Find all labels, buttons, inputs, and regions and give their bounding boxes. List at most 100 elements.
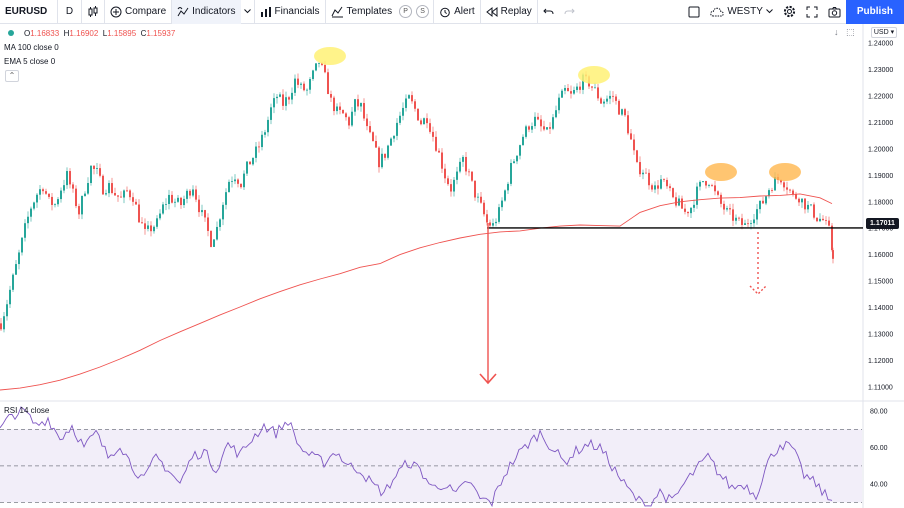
- publish-p-button[interactable]: P: [397, 0, 414, 24]
- price-tick-label: 1.18000: [868, 199, 893, 206]
- undo-button[interactable]: [538, 0, 559, 24]
- candle-body: [789, 189, 791, 191]
- candle-body: [348, 117, 350, 126]
- candle-body: [456, 171, 458, 180]
- ema-legend[interactable]: EMA 5 close 0: [4, 57, 56, 66]
- candle-body: [315, 63, 317, 71]
- candle-body: [261, 134, 263, 148]
- collapse-legend-button[interactable]: ⌃: [5, 70, 19, 82]
- publish-s-button[interactable]: S: [414, 0, 435, 24]
- cloud-layout-button[interactable]: WESTY: [705, 0, 778, 24]
- candle-body: [420, 120, 422, 125]
- candle-body: [93, 165, 95, 169]
- price-axis-ticks: 1.24000 1.23000 1.22000 1.21000 1.20000 1.190…: [868, 41, 893, 392]
- candle-body: [621, 109, 623, 115]
- candle-body: [342, 109, 344, 114]
- price-tick-label: 1.13000: [868, 331, 893, 338]
- candle-body: [327, 72, 329, 95]
- candle-body: [333, 97, 335, 112]
- interval-button[interactable]: D: [58, 0, 82, 24]
- candle-body: [414, 101, 416, 109]
- candle-body: [828, 220, 830, 226]
- layout-square-icon: [688, 6, 700, 18]
- chevron-down-icon: [766, 9, 773, 14]
- price-tick-label: 1.17000: [868, 226, 893, 233]
- candle-body: [831, 225, 833, 251]
- candle-body: [267, 119, 269, 133]
- candle-body: [48, 193, 50, 197]
- candle-body: [228, 181, 230, 193]
- candle-body: [423, 118, 425, 125]
- chevron-down-icon: [243, 9, 251, 14]
- layout-select-button[interactable]: [683, 0, 705, 24]
- candle-body: [759, 200, 761, 210]
- candle-body: [762, 200, 764, 204]
- candle-body: [270, 107, 272, 120]
- gear-icon: [783, 5, 796, 18]
- publish-button[interactable]: Publish: [845, 0, 904, 24]
- templates-button[interactable]: Templates: [326, 0, 398, 24]
- candle-body: [42, 189, 44, 192]
- candle-body: [483, 202, 485, 215]
- candle-body: [381, 153, 383, 168]
- candle-body: [702, 181, 704, 182]
- candle-body: [297, 78, 299, 85]
- candle-body: [792, 190, 794, 195]
- settings-button[interactable]: [778, 0, 801, 24]
- alert-button[interactable]: Alert: [434, 0, 481, 24]
- candle-body: [645, 172, 647, 174]
- candle-body: [72, 184, 74, 189]
- candle-body: [624, 109, 626, 116]
- target-arrow-head: [479, 373, 497, 385]
- financials-button[interactable]: Financials: [255, 0, 326, 24]
- redo-button[interactable]: [559, 0, 580, 24]
- indicators-dropdown[interactable]: [241, 0, 255, 24]
- candle-body: [615, 96, 617, 101]
- maximize-pane-icon[interactable]: ⬚: [846, 27, 855, 37]
- candle-body: [540, 119, 542, 127]
- candle-body: [810, 204, 812, 206]
- candle-body: [246, 161, 248, 174]
- candle-body: [165, 204, 167, 205]
- rsi-legend[interactable]: RSI 14 close: [4, 406, 50, 415]
- candle-body: [654, 185, 656, 190]
- candle-body: [303, 83, 305, 91]
- candle-body: [258, 146, 260, 148]
- candle-body: [501, 200, 503, 208]
- snapshot-button[interactable]: [823, 0, 846, 24]
- chart-type-button[interactable]: [82, 0, 105, 24]
- candle-body: [807, 204, 809, 210]
- indicators-button[interactable]: Indicators: [172, 0, 241, 24]
- candle-body: [189, 190, 191, 196]
- candle-body: [597, 87, 599, 99]
- candle-body: [609, 95, 611, 99]
- candle-body: [681, 198, 683, 209]
- alarm-clock-icon: [439, 6, 451, 18]
- candle-body: [579, 86, 581, 90]
- symbol-search-button[interactable]: EURUSD: [0, 0, 58, 24]
- candle-body: [273, 98, 275, 108]
- compare-button[interactable]: Compare: [105, 0, 173, 24]
- currency-selector[interactable]: USD ▾: [871, 27, 897, 38]
- candle-body: [498, 207, 500, 222]
- candle-body: [9, 289, 11, 305]
- candle-body: [387, 145, 389, 158]
- candle-body: [366, 118, 368, 127]
- candle-body: [720, 194, 722, 204]
- rsi-tick-label: 40.00: [870, 482, 888, 489]
- candle-body: [216, 226, 218, 240]
- undo-icon: [543, 7, 554, 17]
- fullscreen-button[interactable]: [801, 0, 823, 24]
- candle-body: [384, 153, 386, 158]
- candle-body: [819, 218, 821, 222]
- candle-body: [87, 183, 89, 194]
- download-arrow-icon[interactable]: ↓: [834, 27, 839, 37]
- candle-body: [390, 138, 392, 146]
- candle-body: [651, 185, 653, 190]
- replay-button[interactable]: Replay: [481, 0, 538, 24]
- candle-body: [735, 217, 737, 221]
- candle-body: [219, 219, 221, 227]
- ma-legend[interactable]: MA 100 close 0: [4, 43, 59, 52]
